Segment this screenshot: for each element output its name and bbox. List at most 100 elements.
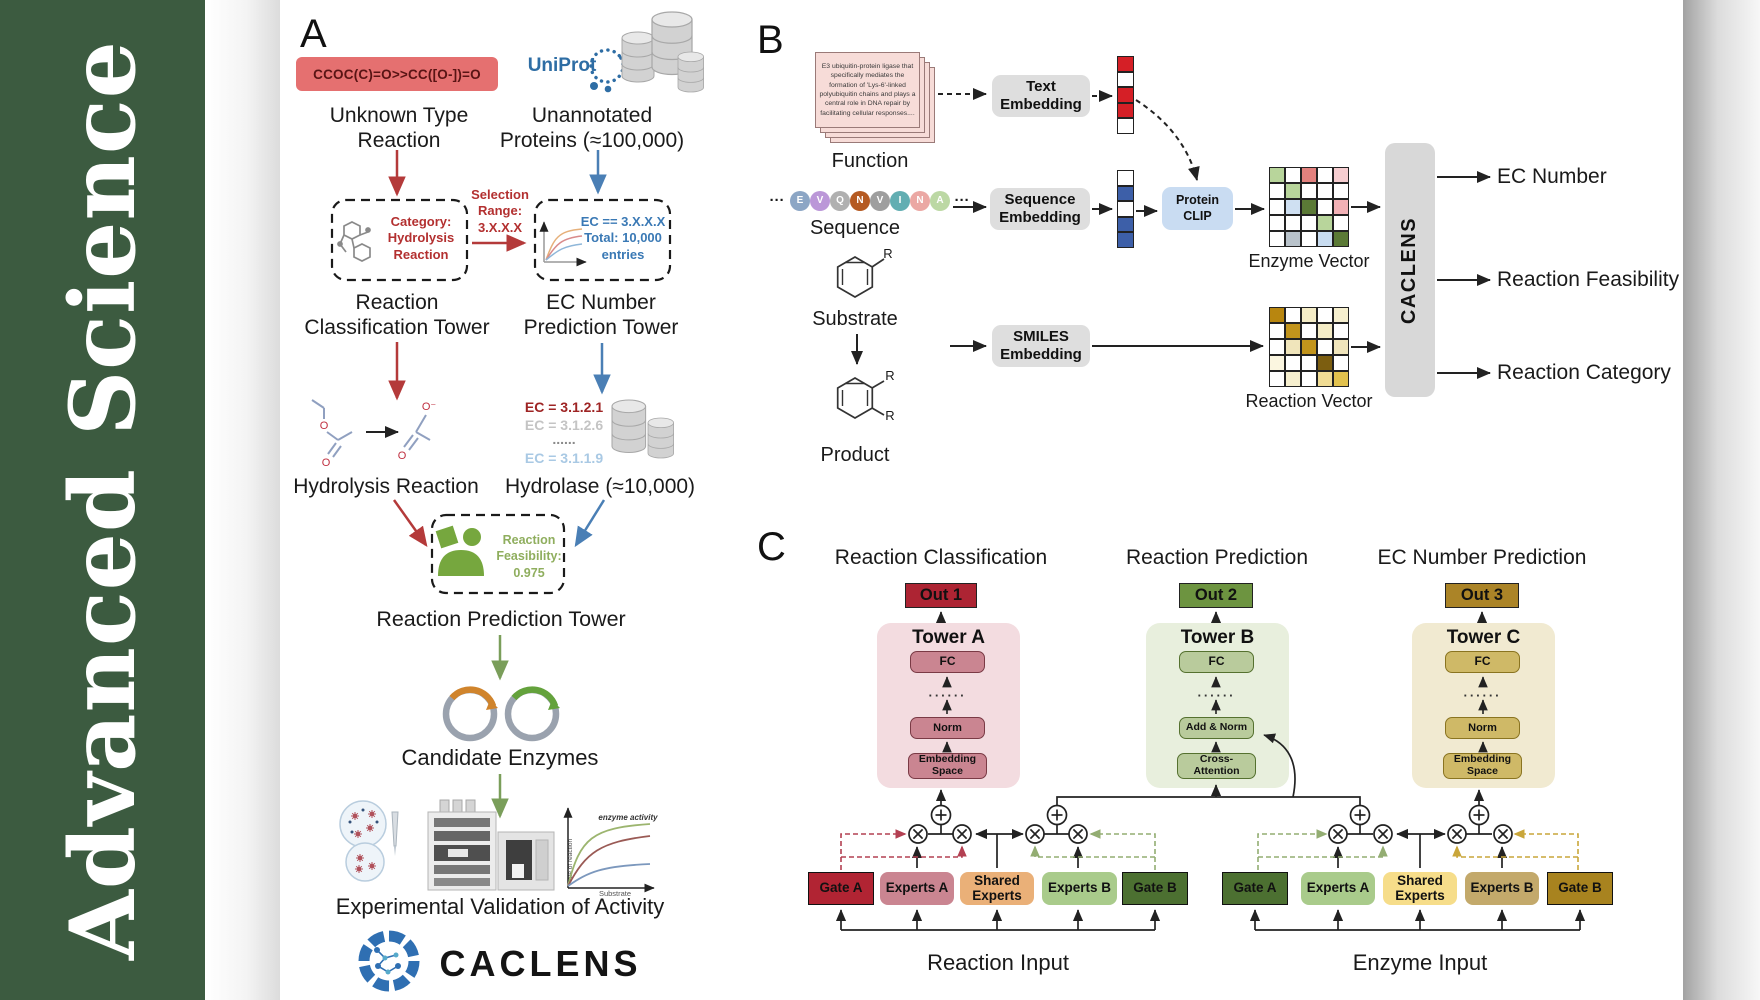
enzyme-vector-label: Enzyme Vector bbox=[1248, 251, 1370, 271]
tower-b-title: Tower B bbox=[1180, 627, 1255, 648]
residue-circle: I bbox=[890, 191, 910, 211]
enzyme-shared-experts: Shared Experts bbox=[1383, 872, 1457, 905]
out3-box: Out 3 bbox=[1445, 583, 1519, 608]
output-ec-number: EC Number bbox=[1497, 165, 1607, 188]
activity-plot-ylabel: Rate of reaction bbox=[567, 838, 575, 885]
ec-filter-text: EC == 3.X.X.X Total: 10,000 entries bbox=[580, 214, 666, 262]
substrate-benzene-icon bbox=[836, 256, 874, 298]
product-benzene-icon bbox=[836, 377, 874, 419]
residue-circle: V bbox=[870, 191, 890, 211]
smiles-embedding-box: SMILES Embedding bbox=[992, 325, 1090, 367]
output-reaction-feasibility: Reaction Feasibility bbox=[1497, 268, 1680, 291]
svg-text:O: O bbox=[398, 450, 407, 462]
ec-list-line-3: ...... bbox=[552, 431, 576, 447]
reaction-vector-label: Reaction Vector bbox=[1245, 391, 1373, 411]
dashed-curve-to-proteinclip bbox=[1135, 99, 1200, 181]
candidate-enzymes-label: Candidate Enzymes bbox=[401, 745, 599, 770]
hydrolase-database-icon bbox=[611, 399, 674, 459]
reaction-gate-b: Gate B bbox=[1122, 872, 1188, 905]
enzyme-gate-a: Gate A bbox=[1222, 872, 1288, 905]
unknown-type-reaction-label: Unknown Type Reaction bbox=[329, 104, 469, 152]
text-embedding-box: Text Embedding bbox=[992, 75, 1090, 117]
tower-c-title: Tower C bbox=[1446, 627, 1521, 648]
product-r-group-2: R bbox=[885, 408, 895, 423]
hydrolysis-reaction-label: Hydrolysis Reaction bbox=[293, 475, 479, 498]
activity-plot-xlabel: Substrate bbox=[598, 889, 632, 898]
panel-b-label: B bbox=[757, 18, 784, 62]
enzyme-experts-a: Experts A bbox=[1301, 872, 1375, 905]
caclens-model-bar: CACLENS bbox=[1385, 143, 1435, 397]
ec-list-line-2: EC = 3.1.2.6 bbox=[524, 417, 604, 433]
product-node bbox=[1447, 824, 1467, 844]
sum-node bbox=[1349, 804, 1371, 826]
experimental-validation-label: Experimental Validation of Activity bbox=[335, 894, 665, 919]
residue-circle: Q bbox=[830, 191, 850, 211]
sum-node bbox=[930, 804, 952, 826]
residue-circle: V bbox=[810, 191, 830, 211]
enzyme-experts-b: Experts B bbox=[1465, 872, 1539, 905]
sequence-label: Sequence bbox=[809, 217, 901, 239]
selection-range-text: Selection Range: 3.X.X.X bbox=[471, 187, 529, 235]
svg-text:O: O bbox=[320, 420, 329, 432]
header-reaction-prediction: Reaction Prediction bbox=[1125, 546, 1309, 569]
plasmid-icons bbox=[442, 686, 560, 742]
reaction-experts-b: Experts B bbox=[1042, 872, 1117, 905]
ester-structure: O O bbox=[311, 399, 353, 469]
product-node bbox=[1328, 824, 1348, 844]
reaction-prediction-tower-label: Reaction Prediction Tower bbox=[376, 607, 626, 631]
product-node bbox=[1493, 824, 1513, 844]
sum-node bbox=[1468, 804, 1490, 826]
arrow-hydrolase-to-feasibility bbox=[574, 499, 606, 548]
substrate-r-group: R bbox=[883, 246, 893, 261]
reaction-vector-matrix bbox=[1269, 307, 1349, 387]
out1-box: Out 1 bbox=[905, 583, 977, 608]
reaction-classification-tower-label: Reaction Classification Tower bbox=[304, 291, 490, 339]
journal-sidebar: Advanced Science bbox=[0, 0, 205, 1000]
enzyme-gate-b: Gate B bbox=[1547, 872, 1613, 905]
residue-circle: N bbox=[910, 191, 930, 211]
sequence-ellipsis-right: ··· bbox=[954, 192, 970, 209]
reaction-experts-a: Experts A bbox=[880, 872, 954, 905]
residue-circle: E bbox=[790, 191, 810, 211]
gate-dashed-wiring bbox=[840, 829, 1579, 870]
product-node bbox=[1068, 824, 1088, 844]
out2-box: Out 2 bbox=[1179, 583, 1253, 608]
unannotated-database-icon bbox=[621, 11, 704, 93]
substrate-label: Substrate bbox=[812, 308, 898, 330]
caclens-logo-icon bbox=[358, 930, 420, 992]
tower-b-cross-attention: Cross- Attention bbox=[1177, 753, 1256, 779]
output-reaction-category: Reaction Category bbox=[1497, 361, 1671, 384]
page-right-shadow bbox=[1683, 0, 1760, 1000]
tower-c-dots: ······ bbox=[1463, 688, 1502, 703]
hydrolase-label: Hydrolase (≈10,000) bbox=[504, 475, 696, 498]
header-reaction-classification: Reaction Classification bbox=[834, 546, 1048, 569]
residue-circle: A bbox=[930, 191, 950, 211]
function-card-text: E3 ubiquitin-protein ligase that specifi… bbox=[815, 52, 920, 128]
tower-a-fc: FC bbox=[910, 651, 985, 673]
header-ec-number-prediction: EC Number Prediction bbox=[1377, 546, 1587, 569]
uniprot-logo-text: UniProt bbox=[527, 55, 597, 76]
unannotated-proteins-label: Unannotated Proteins (≈100,000) bbox=[499, 104, 685, 152]
tower-a-title: Tower A bbox=[912, 627, 985, 648]
molecule-squiggle-icon bbox=[337, 221, 371, 262]
tower-a-embedding-space: Embedding Space bbox=[908, 753, 987, 779]
residue-circle: N bbox=[850, 191, 870, 211]
tower-c-embedding-space: Embedding Space bbox=[1443, 753, 1522, 779]
text-embedding-vector bbox=[1117, 56, 1134, 134]
tower-c-fc: FC bbox=[1445, 651, 1520, 673]
product-node bbox=[908, 824, 928, 844]
ec-list-line-4: EC = 3.1.1.9 bbox=[524, 450, 604, 466]
product-node bbox=[1373, 824, 1393, 844]
product-node bbox=[952, 824, 972, 844]
page-left-shadow bbox=[205, 0, 280, 1000]
enzyme-input-label: Enzyme Input bbox=[1352, 950, 1488, 975]
activity-plot-annotation: enzyme activity bbox=[598, 813, 658, 822]
sequence-ellipsis-left: ··· bbox=[769, 192, 785, 209]
svg-text:O: O bbox=[322, 457, 331, 469]
tower-b-fc: FC bbox=[1179, 651, 1254, 673]
arrow-hydrolysis-to-feasibility bbox=[392, 499, 428, 548]
tower-b-add-norm: Add & Norm bbox=[1179, 717, 1254, 739]
tower-a-norm: Norm bbox=[910, 717, 985, 739]
product-label: Product bbox=[820, 444, 890, 466]
